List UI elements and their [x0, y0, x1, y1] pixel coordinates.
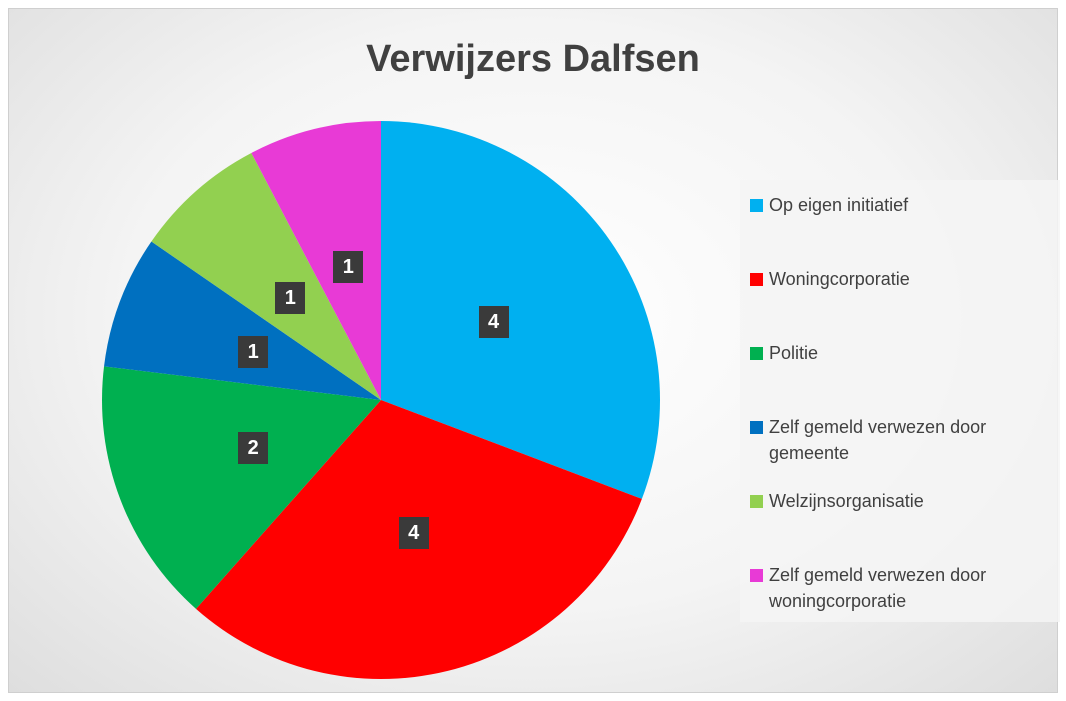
data-label: 4 [478, 306, 509, 339]
legend-item: Welzijnsorganisatie [750, 488, 1050, 514]
legend-swatch [750, 199, 763, 212]
pie-slice [151, 152, 381, 400]
legend-swatch [750, 273, 763, 286]
legend-label: Woningcorporatie [769, 269, 910, 289]
legend-swatch [750, 347, 763, 360]
legend-label: Zelf gemeld verwezen door gemeente [769, 417, 987, 463]
pie-slice [104, 241, 381, 400]
pie-slice [381, 121, 660, 499]
chart-title: Verwijzers Dalfsen [366, 38, 700, 80]
legend-item: Woningcorporatie [750, 266, 1050, 292]
legend-swatch [750, 421, 763, 434]
data-label: 1 [238, 335, 269, 368]
data-label: 1 [275, 281, 306, 314]
legend-label: Op eigen initiatief [769, 195, 909, 215]
legend: Op eigen initiatief Woningcorporatie Polit… [740, 180, 1060, 622]
legend-swatch [750, 495, 763, 508]
data-label: 4 [398, 516, 429, 549]
legend-label: Zelf gemeld verwezen door woningcorporat… [769, 565, 987, 611]
pie-slice [102, 366, 382, 609]
data-label: 1 [333, 251, 364, 284]
pie-slice [251, 121, 381, 400]
data-label: 2 [238, 432, 269, 465]
legend-item: Zelf gemeld verwezen door woningcorporat… [750, 562, 1050, 614]
legend-item: Politie [750, 340, 1050, 366]
legend-label: Welzijnsorganisatie [769, 491, 924, 511]
legend-label: Politie [769, 343, 819, 363]
legend-item: Zelf gemeld verwezen door gemeente [750, 414, 1050, 466]
legend-swatch [750, 569, 763, 582]
legend-item: Op eigen initiatief [750, 192, 1050, 218]
